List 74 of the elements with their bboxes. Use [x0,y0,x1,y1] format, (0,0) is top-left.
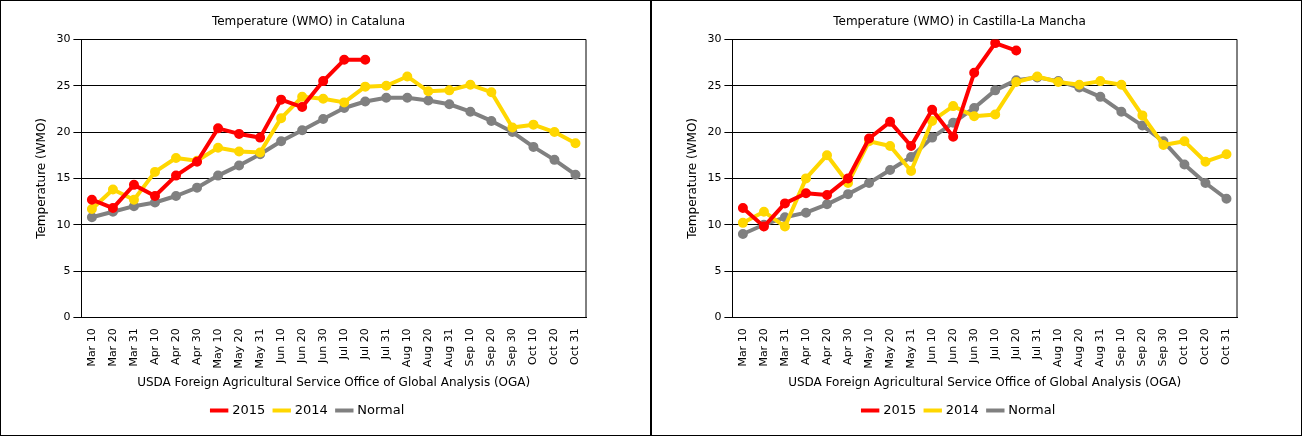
x-axis-title: USDA Foreign Agricultural Service Office of Global Analysis (OGA) [137,374,531,389]
x-tick-label: Jul 31 [1030,328,1044,361]
x-tick-label: May 20 [231,328,245,369]
legend-label: 2015 [883,401,917,417]
x-tick-label: Jul 20 [358,328,372,361]
y-axis-title: Temperature (WMO) [34,117,49,240]
x-tick-label: Jul 20 [1009,328,1023,361]
x-tick-label: Oct 31 [568,328,582,365]
x-tick-label: May 31 [252,328,266,369]
y-tick-label: 15 [56,171,71,185]
x-tick-label: Sep 30 [1156,328,1170,367]
x-tick-label: Apr 10 [147,328,161,365]
x-tick-label: Jun 30 [316,328,330,365]
legend-label: Normal [1008,401,1056,417]
x-tick-label: Sep 20 [1135,328,1149,367]
y-tick-label: 0 [63,310,71,324]
chart-title: Temperature (WMO) in Cataluna [210,14,406,29]
x-tick-label: Oct 10 [526,328,540,365]
y-tick-label: 5 [63,263,71,277]
x-tick-label: Oct 20 [547,328,561,365]
y-tick-label: 0 [714,310,722,324]
x-tick-label: Oct 10 [1177,328,1191,365]
x-tick-label: Aug 20 [421,328,435,368]
x-tick-label: Aug 10 [400,328,414,368]
x-tick-label: Jul 10 [988,328,1002,361]
x-tick-label: Jul 31 [379,328,393,361]
x-tick-label: Apr 10 [798,328,812,365]
y-tick-label: 20 [56,124,71,138]
x-tick-label: Mar 10 [735,328,749,367]
y-tick-label: 25 [707,78,722,92]
x-tick-label: Sep 30 [505,328,519,367]
y-tick-label: 10 [707,217,722,231]
x-tick-label: Mar 31 [126,328,140,367]
x-tick-label: Sep 20 [484,328,498,367]
x-tick-label: Jun 30 [967,328,981,365]
y-tick-label: 20 [707,124,722,138]
chart-title: Temperature (WMO) in Castilla-La Mancha [832,14,1086,29]
x-tick-label: Mar 10 [84,328,98,367]
legend-label: 2015 [232,401,266,417]
x-tick-label: May 10 [210,328,224,369]
x-axis-title: USDA Foreign Agricultural Service Office of Global Analysis (OGA) [788,374,1182,389]
x-tick-label: Aug 20 [1072,328,1086,368]
y-tick-label: 30 [707,32,722,46]
legend-label: Normal [357,401,405,417]
legend-label: 2014 [945,401,979,417]
x-tick-label: Oct 20 [1198,328,1212,365]
x-tick-label: Apr 30 [189,328,203,365]
y-tick-label: 30 [56,32,71,46]
x-tick-label: Sep 10 [1114,328,1128,367]
x-tick-label: Apr 20 [168,328,182,365]
x-tick-label: Aug 31 [442,328,456,368]
x-tick-label: May 31 [903,328,917,369]
x-tick-label: Aug 10 [1051,328,1065,368]
x-tick-label: Sep 10 [463,328,477,367]
x-tick-label: Jun 10 [925,328,938,365]
x-tick-label: Jun 20 [295,328,309,365]
x-tick-label: Mar 31 [777,328,791,367]
x-tick-label: Aug 31 [1093,328,1107,368]
x-tick-label: Oct 31 [1219,328,1233,365]
x-tick-label: Jul 10 [337,328,351,361]
x-tick-label: Jun 10 [274,328,287,365]
y-tick-label: 25 [56,78,71,92]
y-tick-label: 5 [714,263,722,277]
y-axis-title: Temperature (WMO) [685,117,700,240]
y-tick-label: 10 [56,217,71,231]
x-tick-label: Apr 20 [819,328,833,365]
x-tick-label: Jun 20 [946,328,960,365]
legend-label: 2014 [294,401,328,417]
x-tick-label: May 20 [882,328,896,369]
y-tick-label: 15 [707,171,722,185]
x-tick-label: Apr 30 [840,328,854,365]
x-tick-label: May 10 [861,328,875,369]
x-tick-label: Mar 20 [756,328,770,367]
x-tick-label: Mar 20 [105,328,119,367]
